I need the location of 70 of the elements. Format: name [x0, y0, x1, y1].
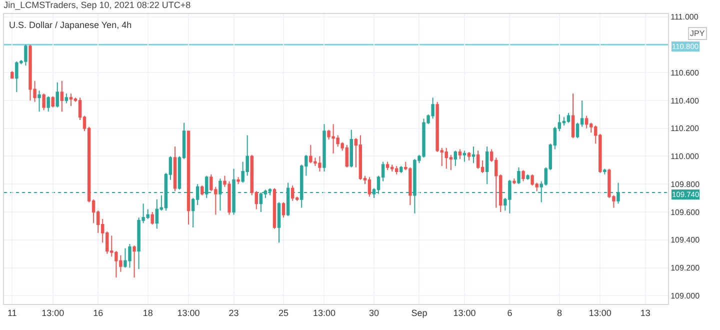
candlestick — [512, 178, 516, 185]
candlestick — [60, 80, 64, 112]
x-tick-label: 13:00 — [42, 308, 64, 318]
candlestick — [282, 202, 286, 218]
x-tick-label: 25 — [278, 308, 289, 318]
candlestick — [69, 92, 73, 107]
y-tick-label: 110.200 — [670, 124, 700, 134]
candlestick — [526, 174, 530, 180]
x-tick-label: 13:00 — [177, 308, 200, 318]
candlestick — [236, 176, 240, 185]
x-tick-label: 30 — [368, 308, 379, 318]
y-tick-label: 109.400 — [670, 236, 700, 245]
y-tick-label: 111.000 — [670, 12, 699, 22]
candlestick — [522, 170, 525, 182]
x-tick-label: 8 — [556, 308, 562, 318]
x-tick-label: Sep — [411, 308, 428, 318]
candlestick — [485, 146, 489, 185]
y-tick-label: 109.800 — [670, 180, 700, 189]
candlestick — [290, 184, 294, 202]
y-axis-title: JPY — [690, 29, 706, 38]
candlestick — [467, 152, 471, 161]
x-tick-label: 13 — [640, 308, 650, 318]
candlestick — [458, 148, 462, 160]
candlestick — [150, 211, 154, 226]
candlestick — [10, 70, 14, 79]
candlestick — [56, 82, 59, 108]
x-tick-label: 13:00 — [312, 308, 336, 318]
candlestick — [566, 112, 570, 124]
y-tick-label: 109.000 — [670, 291, 700, 300]
candlestick — [368, 176, 372, 198]
y-tick-label: 109.200 — [670, 264, 700, 273]
y-tick-label: 109.600 — [670, 208, 700, 217]
x-tick-label: 11 — [7, 308, 17, 318]
candlestick — [476, 150, 480, 170]
chart-title: Jin_LCMSTraders, Sep 10, 2021 08:22 UTC+8 — [4, 0, 191, 10]
candlestick — [42, 92, 46, 111]
candlestick — [571, 92, 575, 139]
candlestick — [390, 164, 394, 172]
candlestick — [517, 166, 520, 185]
candlestick — [400, 165, 403, 174]
text: U.S. Dollar / Japanese Yen, 4h — [9, 20, 132, 30]
candlestick — [350, 129, 353, 168]
candlestick — [38, 90, 41, 112]
candlestick — [584, 115, 588, 129]
candlestick — [358, 134, 362, 180]
candlestick — [272, 188, 276, 230]
candlestick — [322, 124, 326, 172]
candlestick — [46, 96, 50, 112]
y-tick-label: 110.600 — [670, 68, 700, 78]
candlestick — [462, 150, 466, 162]
candlestick — [64, 92, 68, 104]
candlestick — [454, 150, 458, 166]
candlestick — [186, 130, 190, 226]
candlestick — [472, 146, 476, 164]
x-tick-label: 23 — [228, 308, 239, 318]
y-tick-label: 110.400 — [670, 96, 700, 106]
candlestick — [232, 168, 236, 216]
x-tick-label: 18 — [142, 308, 153, 318]
x-tick-label: 13:00 — [453, 308, 476, 318]
candlestick — [603, 168, 606, 175]
x-tick-label: 6 — [507, 308, 512, 318]
candlestick — [277, 202, 281, 244]
candlestick — [386, 161, 390, 171]
candlestick — [173, 146, 177, 192]
x-tick-label: 16 — [93, 308, 104, 318]
candlestick — [200, 184, 204, 196]
x-tick-label: 13:00 — [588, 308, 612, 318]
y-tick-label: 110.000 — [670, 152, 700, 162]
candlestick — [132, 244, 136, 278]
candlestick — [51, 96, 54, 108]
